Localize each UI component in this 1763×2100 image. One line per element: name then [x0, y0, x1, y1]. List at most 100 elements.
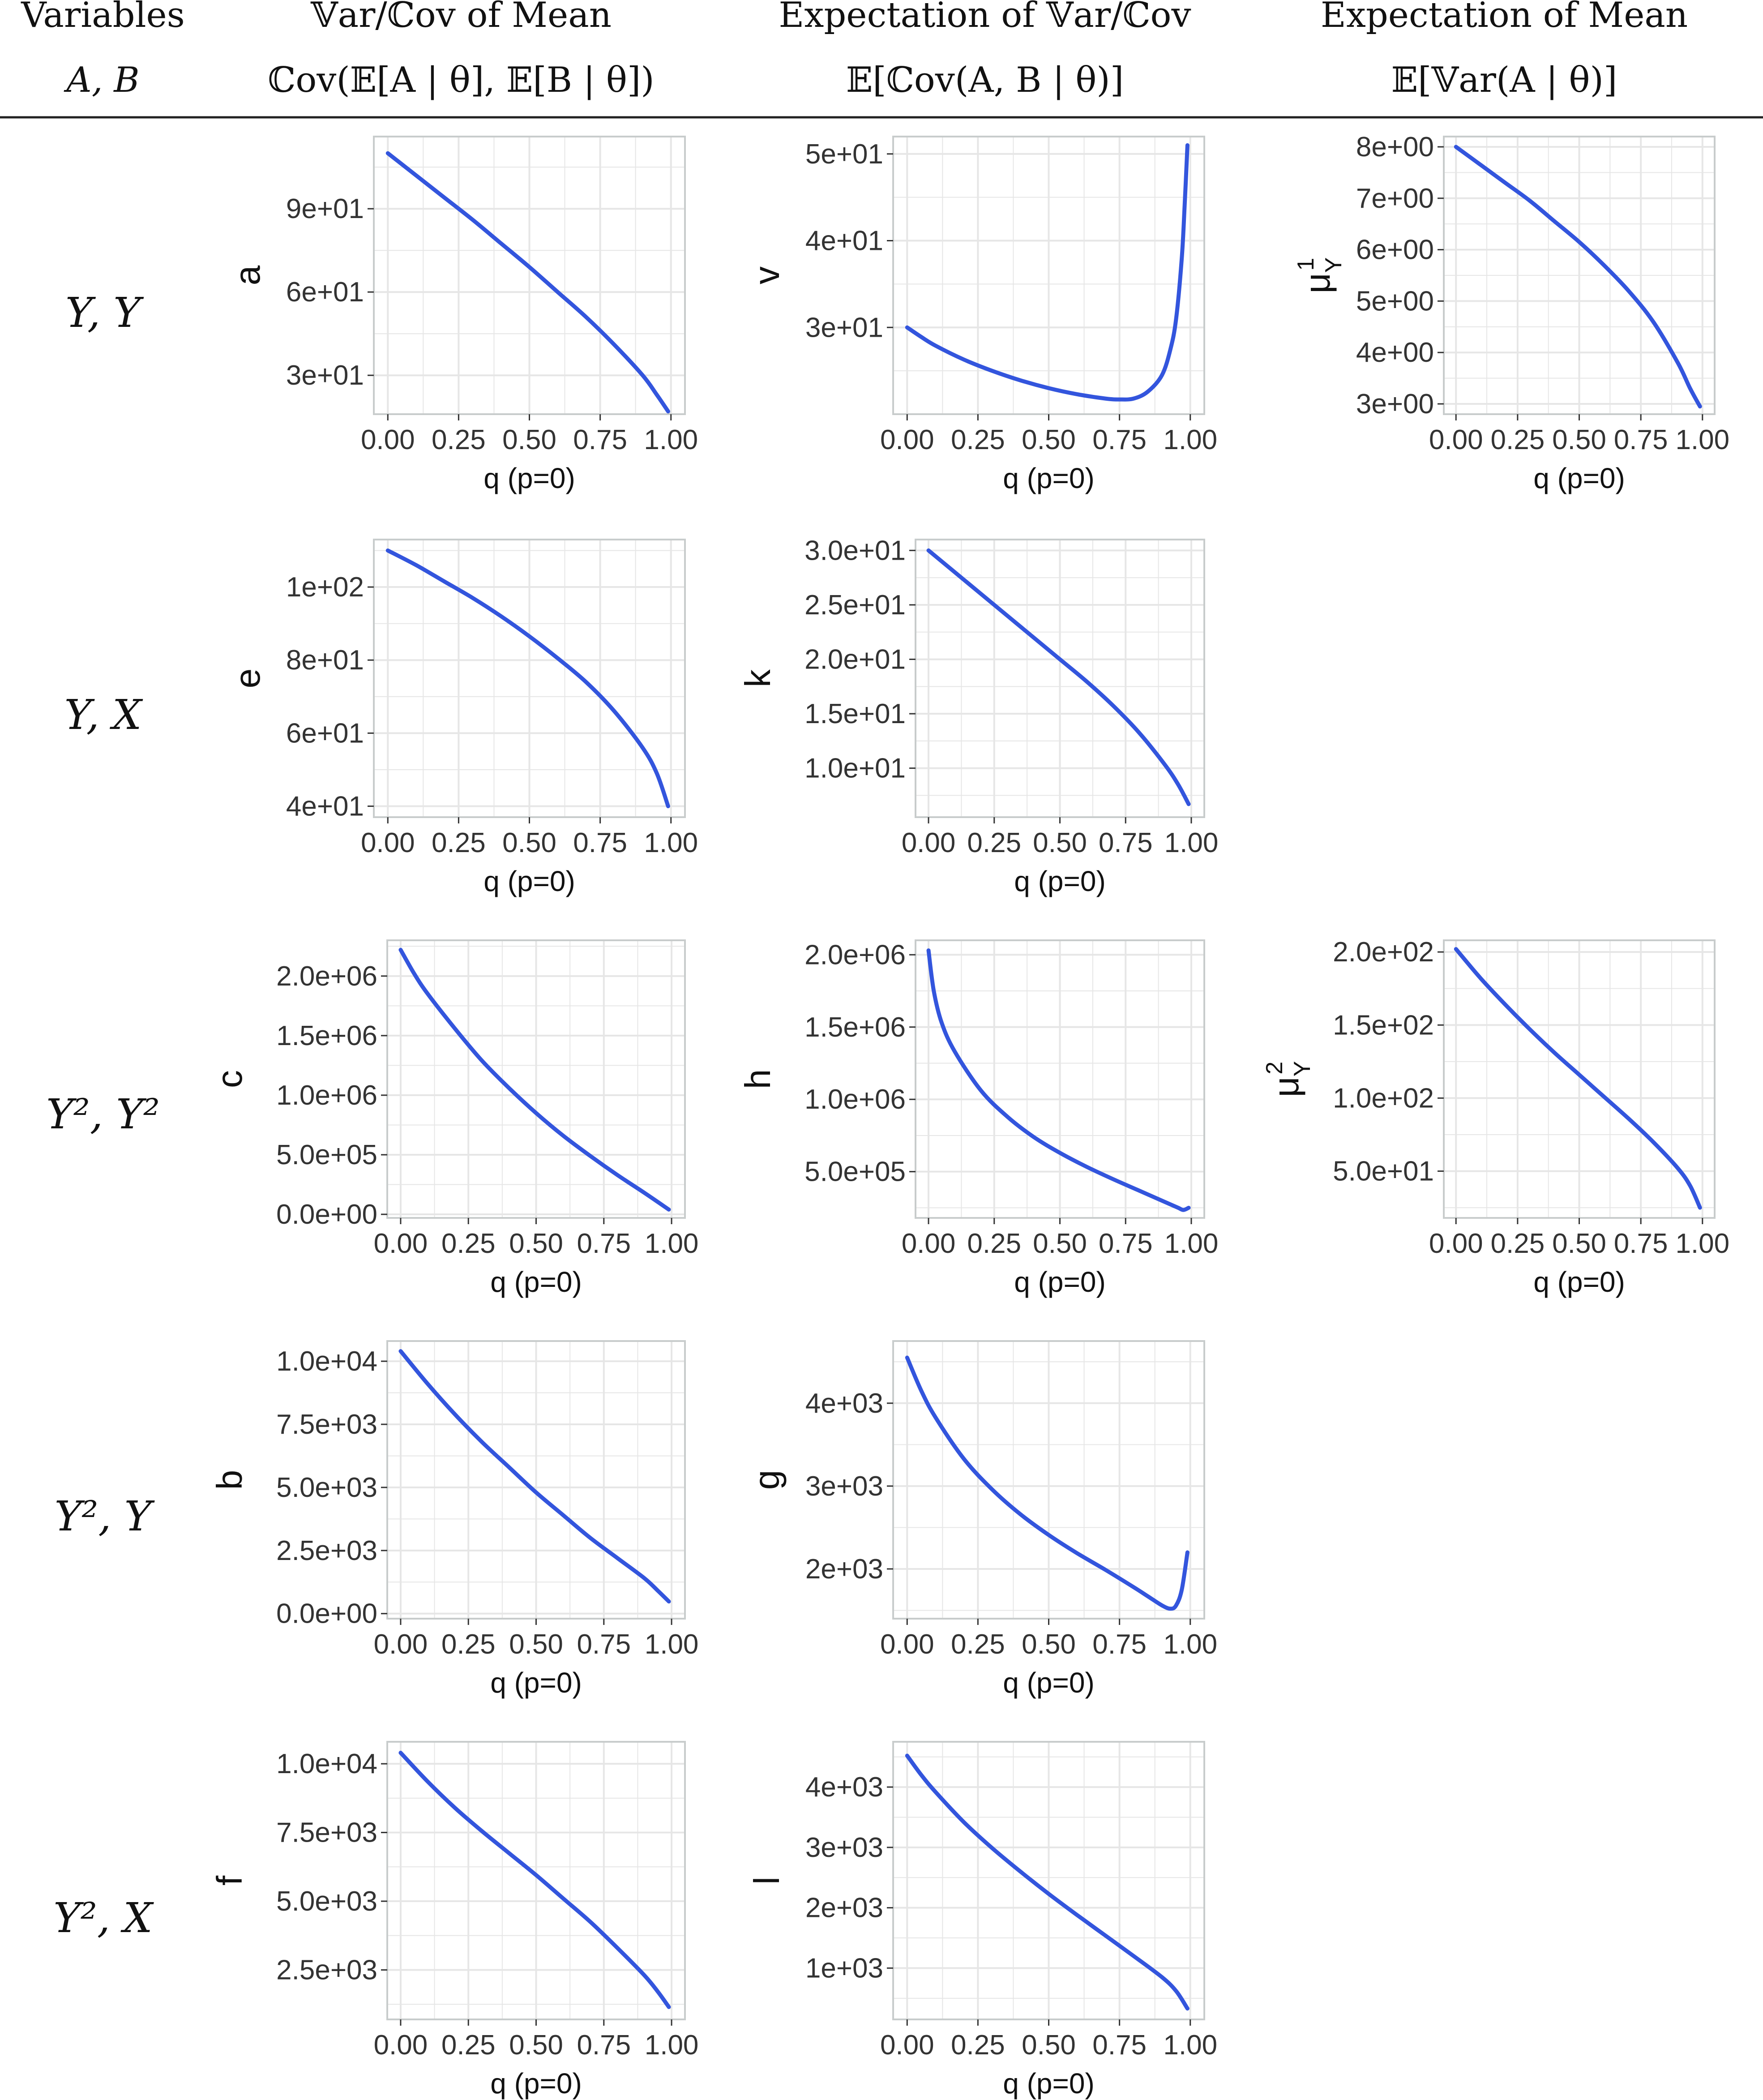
y-tick-label: 2.5e+01	[804, 590, 906, 621]
series-line	[398, 1349, 671, 1604]
y-tick-label: 6e+01	[286, 277, 364, 308]
x-tick-label: 0.50	[1022, 424, 1076, 455]
y-tick-label: 5.0e+05	[804, 1157, 906, 1187]
x-tick-label: 0.50	[1033, 1228, 1087, 1259]
x-tick-label: 0.00	[880, 2030, 934, 2061]
x-axis-label: q (p=0)	[484, 865, 575, 897]
y-tick-label: 2.0e+06	[276, 961, 377, 992]
x-tick-label: 1.00	[644, 424, 698, 455]
x-tick-label: 0.25	[432, 424, 486, 455]
chart-panel-μ2: 0.00 0.25 0.50 0.75 1.00 5.0e+01 1.0e+02 1.5e+0…	[1262, 937, 1729, 1298]
x-axis-label: q (p=0)	[1533, 1266, 1625, 1298]
y-tick-label: 2e+03	[805, 1893, 883, 1924]
y-axis-label: h	[738, 1069, 778, 1089]
header-expectation-of-mean: Expectation of Mean	[1321, 0, 1688, 35]
x-tick-label: 1.00	[645, 1629, 699, 1660]
x-axis-label: q (p=0)	[1014, 865, 1106, 897]
x-tick-label: 1.00	[1164, 827, 1219, 858]
panels: 0.00 0.25 0.50 0.75 1.00 3e+01 6e+01 9e+01 q (p=…	[210, 132, 1729, 2100]
x-tick-label: 0.25	[441, 1629, 496, 1660]
x-tick-label: 0.75	[1099, 827, 1153, 858]
y-tick-label: 7.5e+03	[276, 1817, 377, 1848]
y-tick-label: 2e+03	[805, 1554, 883, 1585]
series-line	[385, 151, 670, 414]
header-variables-sub: A, B	[64, 60, 139, 100]
row-label-y-x: Y, X	[64, 691, 143, 739]
y-tick-label: 5.0e+01	[1333, 1156, 1434, 1187]
x-tick-label: 0.25	[1491, 424, 1545, 455]
x-axis-label: q (p=0)	[490, 2067, 582, 2100]
y-axis-label-sup: 1	[1293, 258, 1319, 271]
y-tick-label: 1.5e+06	[276, 1020, 377, 1051]
x-tick-label: 1.00	[1163, 2030, 1217, 2061]
chart-panel-b: 0.00 0.25 0.50 0.75 1.00 0.0e+00 2.5e+03 5.0e+0…	[210, 1340, 699, 1699]
x-tick-label: 0.50	[509, 2030, 563, 2061]
x-axis-label: q (p=0)	[490, 1266, 582, 1298]
y-tick-label: 2.0e+06	[804, 939, 906, 970]
x-tick-label: 0.00	[1429, 424, 1483, 455]
header-expectation-of-var: Expectation of 𝕍ar/ℂov	[779, 0, 1191, 35]
x-tick-label: 0.75	[573, 424, 627, 455]
row-label-y2-y2: Y², Y²	[46, 1090, 160, 1138]
series-line	[905, 1355, 1190, 1611]
y-tick-label: 4e+03	[805, 1388, 883, 1419]
x-tick-label: 0.50	[509, 1228, 563, 1259]
y-tick-label: 2.5e+03	[276, 1955, 377, 1986]
series-line	[385, 548, 670, 809]
y-tick-label: 6e+00	[1356, 235, 1434, 266]
x-tick-label: 0.75	[1092, 424, 1147, 455]
row-label-y2-y: Y², Y	[55, 1492, 155, 1540]
y-tick-label: 0.0e+00	[276, 1599, 377, 1629]
x-tick-label: 0.00	[880, 424, 934, 455]
x-tick-label: 0.00	[880, 1629, 934, 1660]
y-axis-label: e	[227, 669, 267, 689]
series-line	[905, 1753, 1190, 2011]
y-tick-label: 5e+01	[805, 139, 883, 170]
y-tick-label: 1.0e+04	[276, 1346, 377, 1377]
y-tick-label: 1.0e+01	[804, 753, 906, 784]
y-tick-label: 9e+01	[286, 193, 364, 224]
x-tick-label: 0.25	[967, 827, 1021, 858]
y-tick-label: 7e+00	[1356, 183, 1434, 214]
y-tick-label: 4e+03	[805, 1772, 883, 1803]
row-label-y2-x: Y², X	[53, 1894, 154, 1942]
x-axis-label: q (p=0)	[1003, 1667, 1095, 1699]
x-axis-label: q (p=0)	[1533, 462, 1625, 494]
chart-panel-h: 0.00 0.25 0.50 0.75 1.00 5.0e+05 1.0e+06 1.5e+0…	[738, 939, 1218, 1298]
series-line	[398, 947, 671, 1212]
x-tick-label: 0.00	[902, 827, 956, 858]
y-tick-label: 8e+00	[1356, 132, 1434, 163]
y-tick-label: 1.5e+02	[1333, 1010, 1434, 1041]
x-tick-label: 1.00	[1164, 1228, 1219, 1259]
chart-panel-v: 0.00 0.25 0.50 0.75 1.00 3e+01 4e+01 5e+01 q (p=…	[747, 136, 1217, 494]
y-tick-label: 1.0e+06	[804, 1084, 906, 1115]
x-tick-label: 0.25	[441, 1228, 496, 1259]
series-line	[398, 1751, 671, 2009]
y-tick-label: 2.0e+02	[1333, 937, 1434, 968]
y-axis-label: g	[747, 1470, 787, 1490]
y-tick-label: 1.5e+06	[804, 1012, 906, 1043]
x-tick-label: 0.00	[361, 827, 415, 858]
x-tick-label: 0.00	[374, 2030, 428, 2061]
row-labels: Y, Y Y, X Y², Y² Y², Y Y², X	[46, 289, 160, 1942]
x-tick-label: 0.00	[361, 424, 415, 455]
chart-panel-l: 0.00 0.25 0.50 0.75 1.00 1e+03 2e+03 3e+03 4e+03…	[747, 1741, 1217, 2100]
y-tick-label: 3e+03	[805, 1832, 883, 1863]
y-axis-label: v	[747, 266, 787, 284]
row-label-y-y: Y, Y	[65, 289, 144, 337]
y-tick-label: 8e+01	[286, 645, 364, 676]
y-axis-label: f	[210, 1875, 249, 1886]
x-tick-label: 1.00	[645, 2030, 699, 2061]
y-axis-label: l	[747, 1877, 787, 1885]
y-axis-label: a	[227, 265, 267, 285]
x-tick-label: 0.25	[441, 2030, 496, 2061]
x-tick-label: 1.00	[1675, 1228, 1729, 1259]
y-tick-label: 0.0e+00	[276, 1199, 377, 1230]
series-line	[926, 548, 1191, 806]
y-tick-label: 2.5e+03	[276, 1535, 377, 1566]
y-tick-label: 1.0e+04	[276, 1749, 377, 1779]
x-tick-label: 0.50	[1552, 1228, 1606, 1259]
y-tick-label: 3e+01	[286, 360, 364, 391]
y-tick-label: 7.5e+03	[276, 1409, 377, 1440]
